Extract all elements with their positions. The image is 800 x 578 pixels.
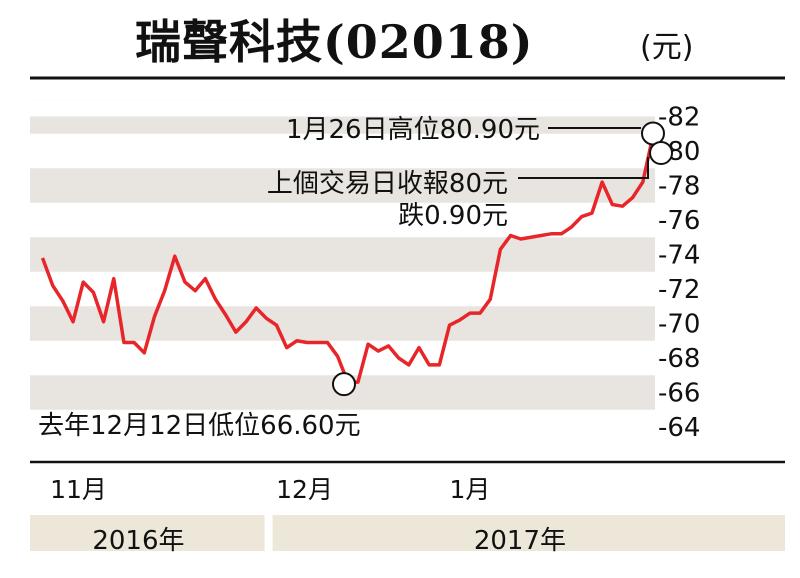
- grid-band: [30, 306, 655, 341]
- y-tick-label: -66: [658, 379, 700, 409]
- y-tick-label: -70: [658, 310, 700, 340]
- y-tick-label: -72: [658, 275, 700, 305]
- high-annotation: 1月26日高位80.90元: [286, 115, 540, 145]
- close-point-marker: [649, 141, 674, 165]
- year-band: [30, 515, 265, 551]
- chart-title: 瑞聲科技(02018): [135, 15, 534, 69]
- year-band: [272, 515, 785, 551]
- y-tick-label: -68: [658, 344, 700, 374]
- close-annotation: 上個交易日收報80元: [267, 169, 508, 199]
- low-annotation: 去年12月12日低位66.60元: [38, 411, 361, 441]
- y-tick-label: -76: [658, 206, 700, 236]
- y-tick-label: -78: [658, 172, 700, 202]
- grid-band: [30, 237, 655, 272]
- year-label-2016: 2016年: [92, 526, 185, 556]
- x-month-label: 12月: [276, 475, 333, 504]
- close-leader-line: [518, 157, 649, 179]
- unit-label: (元): [640, 30, 694, 65]
- change-annotation: 跌0.90元: [398, 201, 508, 231]
- y-tick-label: -74: [658, 241, 700, 271]
- low-point-marker: [332, 372, 356, 397]
- x-month-label: 1月: [450, 475, 491, 504]
- y-tick-label: -64: [658, 413, 700, 443]
- y-tick-label: -82: [658, 103, 700, 133]
- grid-band: [30, 168, 655, 203]
- x-month-label: 11月: [50, 475, 107, 504]
- grid-band: [30, 99, 655, 117]
- year-label-2017: 2017年: [473, 526, 566, 556]
